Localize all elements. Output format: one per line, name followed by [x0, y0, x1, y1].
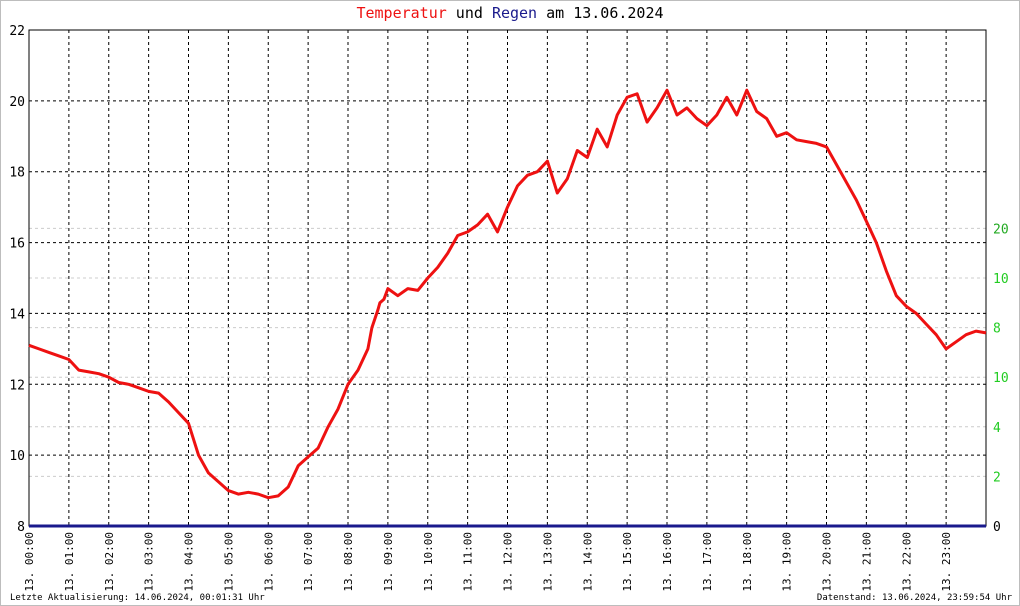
x-axis-tick-19: 13. 19:00: [781, 532, 794, 592]
last-update-text: Letzte Aktualisierung: 14.06.2024, 00:01…: [10, 593, 265, 603]
title-date: am 13.06.2024: [537, 4, 664, 22]
left-axis-tick-20: 20: [9, 95, 25, 110]
x-axis-tick-5: 13. 05:00: [222, 532, 235, 592]
x-axis-tick-9: 13. 09:00: [382, 532, 395, 592]
right-axis-tick-3: 10: [993, 371, 1009, 386]
x-axis-tick-18: 13. 18:00: [741, 532, 754, 592]
right-axis-tick-2: 4: [993, 421, 1001, 436]
chart-title: Temperatur und Regen am 13.06.2024: [0, 4, 1020, 22]
x-axis-tick-2: 13. 02:00: [103, 532, 116, 592]
left-axis-tick-22: 22: [9, 24, 25, 39]
right-axis-tick-6: 20: [993, 222, 1009, 237]
x-axis-tick-15: 13. 15:00: [621, 532, 634, 592]
right-axis-tick-4: 8: [993, 322, 1001, 337]
x-axis-tick-10: 13. 10:00: [422, 532, 435, 592]
left-axis-tick-14: 14: [9, 307, 25, 322]
left-axis-tick-16: 16: [9, 237, 25, 252]
left-axis-tick-10: 10: [9, 449, 25, 464]
x-axis-tick-1: 13. 01:00: [63, 532, 76, 592]
right-axis-tick-1: 2: [993, 470, 1001, 485]
left-axis-tick-12: 12: [9, 378, 25, 393]
title-und: und: [446, 4, 492, 22]
x-axis-tick-20: 13. 20:00: [821, 532, 834, 592]
x-axis-tick-8: 13. 08:00: [342, 532, 355, 592]
x-axis-tick-22: 13. 22:00: [900, 532, 913, 592]
x-axis-tick-14: 13. 14:00: [581, 532, 594, 592]
x-axis-tick-6: 13. 06:00: [262, 532, 275, 592]
title-regen: Regen: [491, 4, 538, 22]
x-axis-tick-21: 13. 21:00: [860, 532, 873, 592]
x-axis-tick-16: 13. 16:00: [661, 532, 674, 592]
title-temperature: Temperatur: [356, 4, 447, 22]
right-axis-tick-5: 10: [993, 272, 1009, 287]
x-axis-tick-23: 13. 23:00: [940, 532, 953, 592]
x-axis-tick-11: 13. 11:00: [462, 532, 475, 592]
right-axis-tick-0: 0: [993, 520, 1001, 535]
data-timestamp-text: Datenstand: 13.06.2024, 23:59:54 Uhr: [816, 593, 1012, 603]
x-axis-tick-4: 13. 04:00: [183, 532, 196, 592]
x-axis-tick-13: 13. 13:00: [541, 532, 554, 592]
left-axis-tick-18: 18: [9, 166, 25, 181]
x-axis-tick-17: 13. 17:00: [701, 532, 714, 592]
x-axis-tick-3: 13. 03:00: [143, 532, 156, 592]
left-axis-tick-8: 8: [17, 520, 25, 535]
x-axis-tick-7: 13. 07:00: [302, 532, 315, 592]
temperature-series-line: [28, 88, 987, 500]
x-axis-tick-12: 13. 12:00: [502, 532, 515, 592]
x-axis-tick-0: 13. 00:00: [23, 532, 36, 592]
